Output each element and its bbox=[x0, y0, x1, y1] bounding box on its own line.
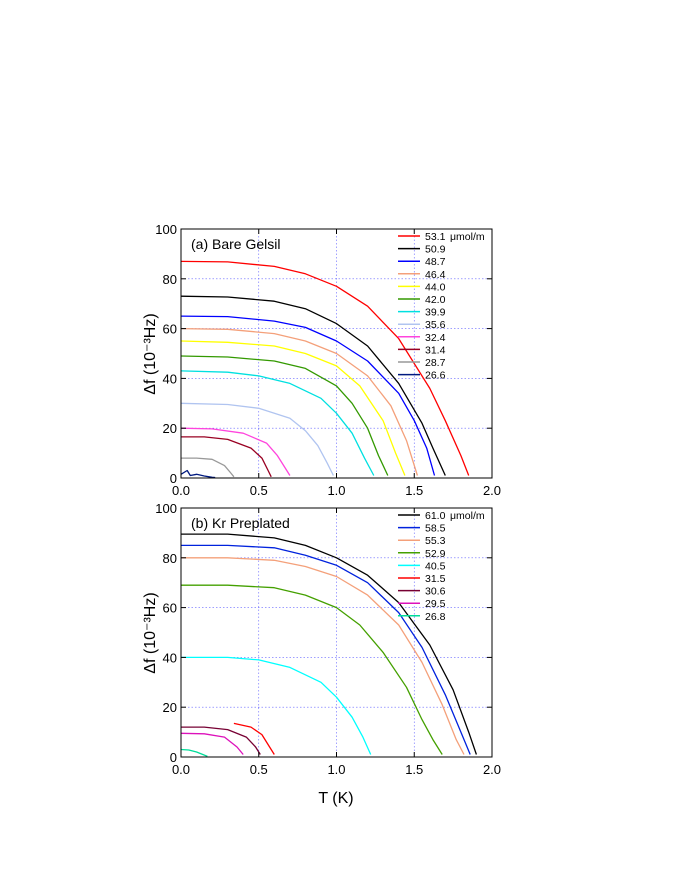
legend-label-30.6: 30.6 bbox=[425, 586, 446, 598]
legend-label-26.6: 26.6 bbox=[425, 370, 446, 382]
y-tick-label: 80 bbox=[163, 272, 177, 287]
legend-label-52.9: 52.9 bbox=[425, 548, 446, 560]
series-line-58.5 bbox=[181, 544, 471, 755]
legend-label-29.5: 29.5 bbox=[425, 598, 446, 610]
series-line-50.9 bbox=[180, 295, 446, 476]
series-line-52.9 bbox=[181, 584, 443, 755]
series-line-29.5 bbox=[180, 732, 244, 755]
legend-label-46.4: 46.4 bbox=[425, 269, 446, 281]
x-tick-label: 1.5 bbox=[405, 483, 423, 498]
y-tick-label: 20 bbox=[163, 421, 177, 436]
x-tick-label: 1.5 bbox=[405, 762, 423, 777]
y-tick-label: 80 bbox=[163, 551, 177, 566]
y-tick-label: 100 bbox=[155, 501, 177, 516]
x-axis-label: T (K) bbox=[318, 790, 353, 807]
y-tick-label: 0 bbox=[170, 471, 177, 486]
panel-b: 0.0 0.5 1.0 1.5 2.0 0 20 40 60 80 100 (b) Kr Prepla… bbox=[155, 501, 501, 777]
series-line-35.6 bbox=[180, 402, 334, 476]
series-line-40.5 bbox=[181, 656, 372, 755]
series-line-31.5 bbox=[233, 722, 275, 755]
series-line-32.4 bbox=[180, 427, 291, 476]
x-tick-label: 0.5 bbox=[250, 762, 268, 777]
y-tick-label: 40 bbox=[163, 371, 177, 386]
y-tick-label: 60 bbox=[163, 322, 177, 337]
x-tick-label: 1.0 bbox=[327, 483, 345, 498]
panel-a: 0.0 0.5 1.0 1.5 2.0 0 20 40 60 80 100 (a) Bare Gels… bbox=[155, 222, 501, 498]
x-tick-label: 0.5 bbox=[250, 483, 268, 498]
series-line-48.7 bbox=[180, 315, 436, 476]
series-line-61.0 bbox=[181, 533, 478, 755]
y-tick-label: 40 bbox=[163, 650, 177, 665]
legend-label-28.7: 28.7 bbox=[425, 357, 446, 369]
y-tick-label: 60 bbox=[163, 601, 177, 616]
y-axis-label-b: Δf (10⁻³Hz) bbox=[142, 592, 159, 673]
x-tick-label: 2.0 bbox=[483, 483, 501, 498]
x-tick-label: 0.0 bbox=[172, 483, 190, 498]
legend-label-55.3: 55.3 bbox=[425, 535, 446, 547]
legend-label-61.0: 61.0 bbox=[425, 510, 446, 522]
x-tick-label: 0.0 bbox=[172, 762, 190, 777]
legend-label-32.4: 32.4 bbox=[425, 332, 446, 344]
legend-unit: μmol/m bbox=[450, 510, 485, 522]
series-line-46.4 bbox=[180, 327, 419, 476]
legend-label-26.8: 26.8 bbox=[425, 611, 446, 623]
series-line-30.6 bbox=[181, 726, 261, 755]
series-line-31.4 bbox=[181, 436, 272, 478]
series-line-53.1 bbox=[180, 260, 470, 476]
legend-label-31.4: 31.4 bbox=[425, 344, 446, 356]
series-line-26.6 bbox=[180, 469, 216, 479]
legend-label-40.5: 40.5 bbox=[425, 560, 446, 572]
x-tick-label: 2.0 bbox=[483, 762, 501, 777]
legend-label-39.9: 39.9 bbox=[425, 307, 446, 319]
y-tick-label: 100 bbox=[155, 222, 177, 237]
series-line-42.0 bbox=[180, 355, 389, 476]
series-line-26.8 bbox=[180, 748, 208, 757]
y-axis-label-a: Δf (10⁻³Hz) bbox=[142, 313, 159, 394]
legend-label-44.0: 44.0 bbox=[425, 281, 446, 293]
series-line-28.7 bbox=[181, 457, 235, 478]
series-line-55.3 bbox=[181, 557, 465, 755]
legend-label-50.9: 50.9 bbox=[425, 244, 446, 256]
panel-title: (b) Kr Preplated bbox=[191, 515, 290, 531]
panel-title: (a) Bare Gelsil bbox=[191, 236, 280, 252]
legend-label-35.6: 35.6 bbox=[425, 319, 446, 331]
legend-label-42.0: 42.0 bbox=[425, 294, 446, 306]
legend-label-53.1: 53.1 bbox=[425, 231, 446, 243]
y-tick-label: 20 bbox=[163, 700, 177, 715]
legend-label-48.7: 48.7 bbox=[425, 256, 446, 268]
x-tick-label: 1.0 bbox=[327, 762, 345, 777]
legend-unit: μmol/m bbox=[450, 231, 485, 243]
y-tick-label: 0 bbox=[170, 750, 177, 765]
series-line-39.9 bbox=[180, 370, 375, 476]
legend-label-58.5: 58.5 bbox=[425, 523, 446, 535]
series-line-44.0 bbox=[180, 340, 406, 476]
legend-label-31.5: 31.5 bbox=[425, 573, 446, 585]
